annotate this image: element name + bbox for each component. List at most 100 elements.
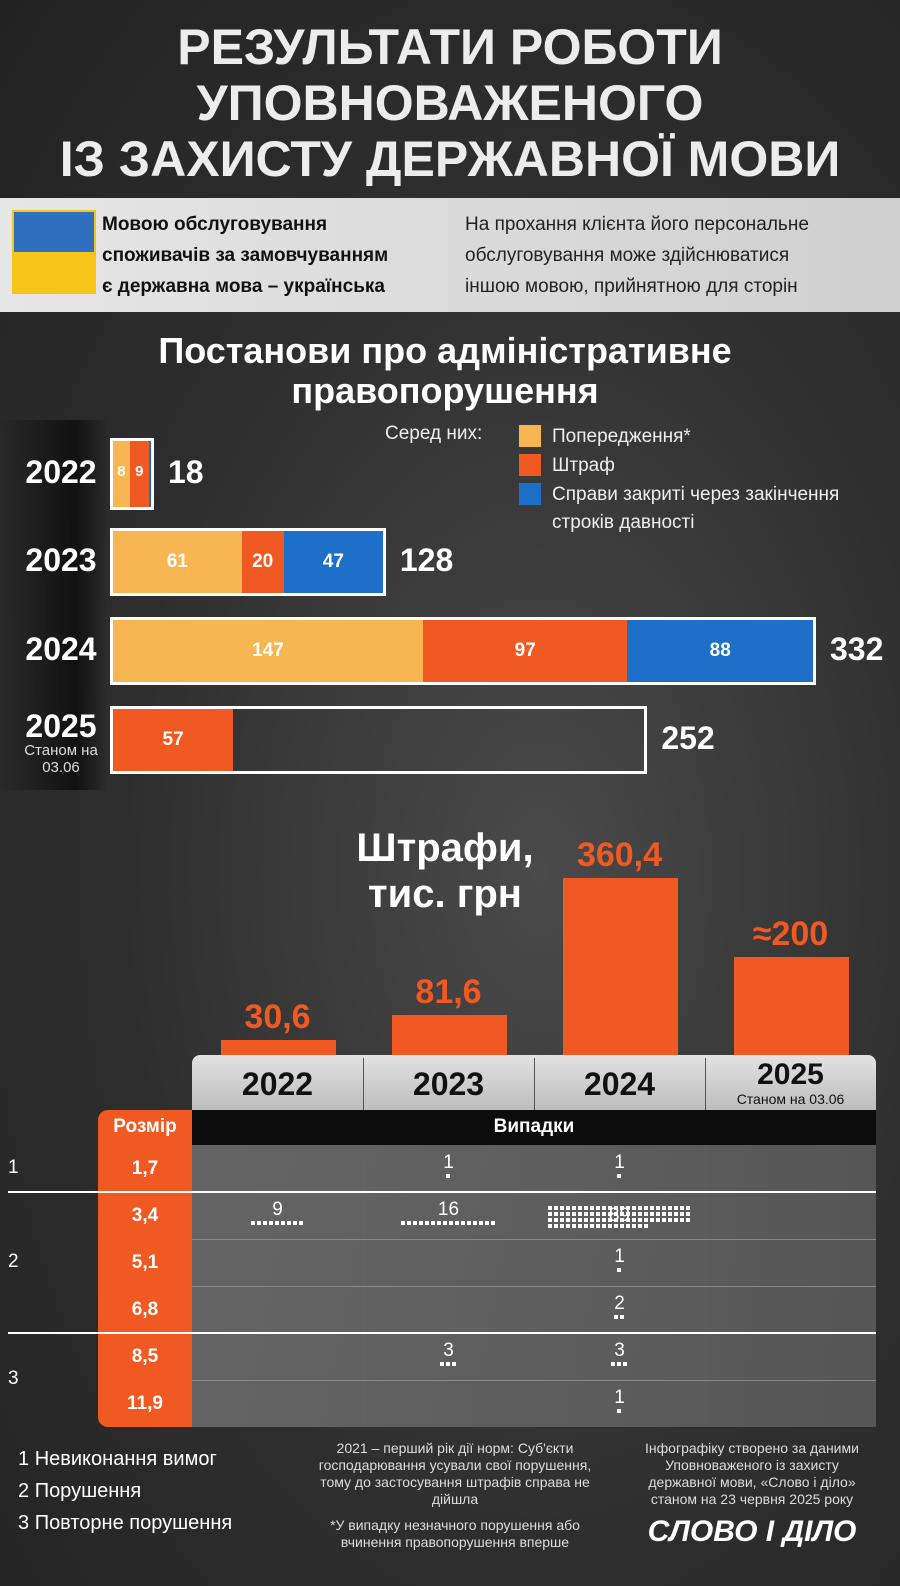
bar-value-label: 88	[709, 640, 731, 661]
case-dots	[613, 1314, 626, 1321]
legend-swatch	[519, 425, 541, 447]
case-dot	[679, 1205, 684, 1210]
intro-icon	[12, 210, 96, 294]
case-dots	[616, 1408, 623, 1415]
case-dot	[622, 1361, 627, 1366]
title-line: ІЗ ЗАХИСТУ ДЕРЖАВНОЇ МОВИ	[59, 131, 841, 187]
chart-title: Постанови про адміністративне	[158, 330, 732, 371]
case-dot	[613, 1217, 618, 1222]
bar-segment	[627, 620, 813, 682]
case-dot	[667, 1205, 672, 1210]
case-dot	[616, 1408, 621, 1413]
case-dot	[649, 1211, 654, 1216]
case-dot	[583, 1205, 588, 1210]
case-dots	[616, 1173, 623, 1180]
title-line: РЕЗУЛЬТАТИ РОБОТИ	[177, 19, 723, 75]
case-dot	[655, 1211, 660, 1216]
case-dot	[571, 1211, 576, 1216]
case-dot	[643, 1211, 648, 1216]
bar	[391, 1014, 507, 1055]
case-dot	[643, 1205, 648, 1210]
group-legend-text: Порушення	[34, 1480, 142, 1502]
case-dot	[436, 1220, 441, 1225]
bar-value-label: 57	[162, 729, 184, 750]
group-legend: 1 Невиконання вимог	[18, 1448, 217, 1471]
case-dot	[649, 1205, 654, 1210]
case-dot	[616, 1173, 621, 1178]
row-separator	[192, 1239, 876, 1240]
case-dot	[589, 1223, 594, 1228]
cases-header-band	[192, 1110, 876, 1145]
case-dot	[631, 1205, 636, 1210]
case-dot	[478, 1220, 483, 1225]
case-dot	[679, 1217, 684, 1222]
case-count: 1	[614, 1245, 625, 1267]
case-dot	[565, 1205, 570, 1210]
case-dot	[655, 1205, 660, 1210]
category-label: 2022	[25, 454, 97, 490]
bar-value-label: 360,4	[576, 836, 663, 874]
case-dot	[595, 1217, 600, 1222]
size-header: Розмір	[113, 1116, 177, 1137]
case-count: 1	[614, 1151, 625, 1173]
bar-value-label: 81,6	[415, 972, 482, 1011]
year-strip	[0, 420, 108, 790]
case-dot	[445, 1361, 450, 1366]
total-box	[110, 528, 386, 596]
case-dot	[472, 1220, 477, 1225]
case-dot	[250, 1220, 255, 1225]
case-dot	[625, 1217, 630, 1222]
case-count: 3	[614, 1339, 625, 1361]
case-dot	[406, 1220, 411, 1225]
case-dot	[601, 1211, 606, 1216]
bar-value-label: ≈200	[752, 914, 829, 953]
case-dot	[412, 1220, 417, 1225]
case-dot	[547, 1217, 552, 1222]
case-dot	[577, 1211, 582, 1216]
size-label: 5,1	[131, 1251, 159, 1273]
row-separator	[192, 1286, 876, 1287]
case-count: 9	[272, 1198, 283, 1220]
case-dot	[400, 1220, 405, 1225]
case-dot	[547, 1211, 552, 1216]
case-dot	[607, 1217, 612, 1222]
total-label: 332	[830, 631, 884, 667]
bar	[220, 1039, 336, 1055]
case-dot	[631, 1217, 636, 1222]
case-dot	[601, 1205, 606, 1210]
legend-title: Серед них:	[385, 423, 483, 444]
case-dot	[607, 1205, 612, 1210]
footnote: 2021 – перший рік дії норм: Суб'єкти гос…	[318, 1440, 592, 1507]
bar-value-label: 9	[135, 463, 144, 480]
total-box	[110, 617, 816, 685]
case-dot	[601, 1217, 606, 1222]
bar-segment	[283, 531, 383, 593]
case-dot	[601, 1223, 606, 1228]
case-dot	[619, 1217, 624, 1222]
case-dots	[445, 1173, 452, 1180]
logo: СЛОВО І ДІЛО	[647, 1515, 857, 1548]
total-label: 252	[661, 720, 715, 756]
case-dot	[613, 1205, 618, 1210]
case-dot	[631, 1211, 636, 1216]
case-dot	[673, 1217, 678, 1222]
case-dot	[613, 1211, 618, 1216]
case-dot	[637, 1205, 642, 1210]
case-dot	[553, 1205, 558, 1210]
total-box	[110, 438, 154, 510]
case-dot	[571, 1217, 576, 1222]
intro-right: іншою мовою, прийнятною для сторін	[465, 276, 798, 297]
footnote: *У випадку незначного порушення або вчин…	[330, 1517, 580, 1550]
case-count: 16	[437, 1198, 460, 1220]
case-dot	[685, 1217, 690, 1222]
intro-right: обслуговування може здійснюватися	[465, 245, 790, 266]
group-legend-number: 2	[18, 1480, 30, 1502]
case-dot	[595, 1205, 600, 1210]
case-dot	[553, 1223, 558, 1228]
case-dot	[448, 1220, 453, 1225]
case-dot	[583, 1217, 588, 1222]
case-dot	[589, 1205, 594, 1210]
group-separator	[8, 1191, 876, 1193]
case-dot	[577, 1223, 582, 1228]
